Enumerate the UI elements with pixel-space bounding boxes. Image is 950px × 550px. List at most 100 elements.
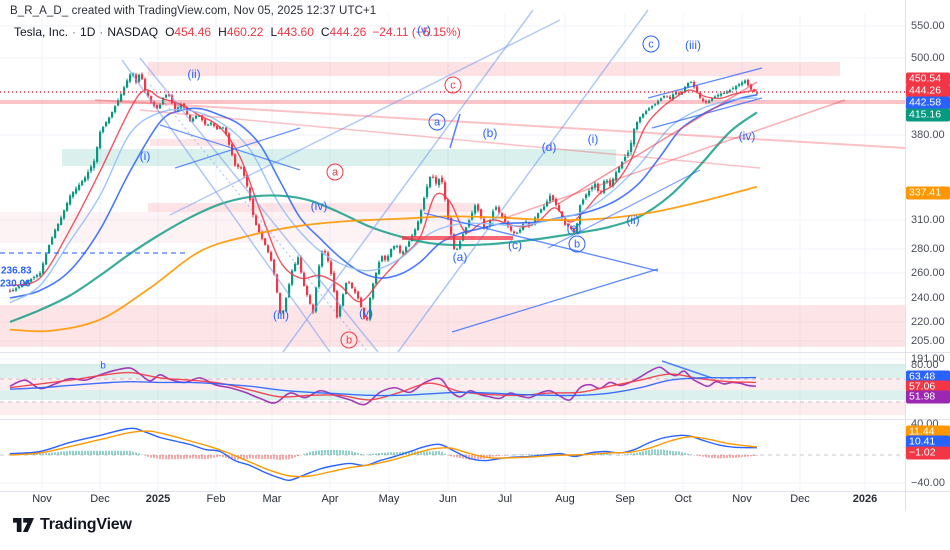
price-zone[interactable] [148,62,840,76]
time-axis-label: Jun [439,493,457,505]
byline: B_R_A_D_ created with TradingView.com, N… [10,5,377,17]
wave-label[interactable]: (ii) [187,67,201,81]
price-axis-tick: 240.00 [911,292,945,304]
wave-label[interactable]: (a) [452,250,468,264]
legend-separator: · [72,25,77,39]
wave-label[interactable]: (v) [417,23,431,37]
price-zone[interactable] [0,305,905,347]
low-value: 443.60 [277,25,314,39]
time-axis-label: 2025 [145,493,171,505]
price-axis-tick: 80.00 [911,359,939,371]
wave-label[interactable]: c [642,35,660,53]
tradingview-logo-icon [13,518,34,532]
price-axis-tick: 380.00 [911,129,945,141]
price-zone[interactable] [0,100,905,104]
wave-label[interactable]: (iv) [738,129,756,143]
time-axis-label: Nov [732,493,752,505]
trendline[interactable] [397,9,649,353]
time-axis-label: Dec [90,493,110,505]
open-value: 454.46 [174,25,212,39]
wave-label[interactable]: (v) [359,306,373,320]
time-axis-label: Aug [555,493,575,505]
interval[interactable]: 1D [80,25,96,39]
trendline[interactable] [449,113,461,149]
trendline[interactable] [121,59,331,353]
price-axis-tick: 500.00 [911,52,945,64]
price-axis-badge: 415.16 [906,108,950,122]
trendline[interactable] [174,127,301,169]
price-axis-tick: 280.00 [911,243,945,255]
left-price-label: 230.06 [0,278,31,290]
wave-label[interactable]: (d) [541,140,557,154]
trendline[interactable] [282,9,534,353]
wave-label[interactable]: b [568,235,586,253]
ma-orange[interactable] [9,185,758,333]
price-axis-badge: 10.41 [906,435,950,449]
trendline[interactable] [557,81,758,205]
time-axis-label: Mar [262,493,282,505]
macd-signal-line[interactable] [9,430,758,478]
time-axis-label: Sep [615,493,635,505]
ma-light[interactable] [9,97,758,304]
trendline[interactable] [159,124,301,171]
tradingview-logo-text: TradingView [40,516,132,533]
price-axis-badge: 63.48 [906,370,950,384]
symbol-name[interactable]: Tesla, Inc. [14,25,69,39]
trendline[interactable] [139,57,379,353]
wave-label[interactable]: (e) [566,221,582,235]
ma-mid[interactable] [9,94,758,299]
ma-teal[interactable] [9,111,758,324]
time-axis-label: May [378,493,400,505]
price-zone[interactable] [150,139,258,146]
price-axis-badge: 51.98 [906,390,950,404]
wave-label[interactable]: (iv) [310,199,328,213]
price-zone[interactable] [148,203,475,212]
trendline[interactable] [169,19,561,216]
left-price-label: 236.83 [1,265,32,277]
price-zone[interactable] [62,149,616,166]
price-axis-badge: 444.26 [906,84,950,98]
time-axis-label: 2026 [852,493,878,505]
wave-label[interactable]: (iii) [685,38,701,52]
tradingview-logo[interactable]: TradingView [13,516,132,534]
wave-label[interactable]: b [100,360,106,372]
price-axis-tick: 260.00 [911,267,945,279]
wave-label[interactable]: b [340,331,358,349]
low-label: L [270,25,278,39]
trendline[interactable] [139,109,761,169]
wave-label[interactable]: a [428,113,446,131]
legend-separator: · [99,25,104,39]
time-axis-label: Feb [206,493,226,505]
rsi-slow[interactable] [9,376,757,397]
price-axis-badge: 442.58 [906,96,950,110]
wave-label[interactable]: a [326,163,344,181]
trendline[interactable] [647,67,763,99]
wave-label[interactable]: c [444,76,462,94]
price-axis-tick: 205.00 [911,335,945,347]
time-axis-label: Apr [321,493,339,505]
high-value: 460.22 [226,25,264,39]
wave-label[interactable]: (i) [139,149,151,163]
trendline[interactable] [504,99,846,219]
open-label: O [165,25,175,39]
wave-label[interactable]: (c) [508,238,522,252]
trendline[interactable] [94,99,906,149]
price-axis-badge: 450.54 [906,72,950,86]
trendline[interactable] [547,169,701,249]
macd-line[interactable] [9,427,758,482]
trendline[interactable] [451,268,659,333]
symbol-legend[interactable]: Tesla, Inc. · 1D · NASDAQ O454.46 H460.22 L443.… [14,25,461,39]
time-axis-label: Oct [674,493,692,505]
price-axis-tick: 310.00 [911,214,945,226]
wave-label[interactable]: (ii) [626,213,640,227]
trendline[interactable] [423,212,659,272]
rsi-trendline[interactable] [661,360,713,379]
wave-label[interactable]: (iii) [273,308,289,322]
rsi-ma[interactable] [9,371,757,401]
wave-label[interactable]: (i) [587,132,599,146]
price-axis-badge: 11.44 [906,425,950,439]
ma-fast[interactable] [9,89,758,303]
wave-label[interactable]: (b) [482,126,498,140]
